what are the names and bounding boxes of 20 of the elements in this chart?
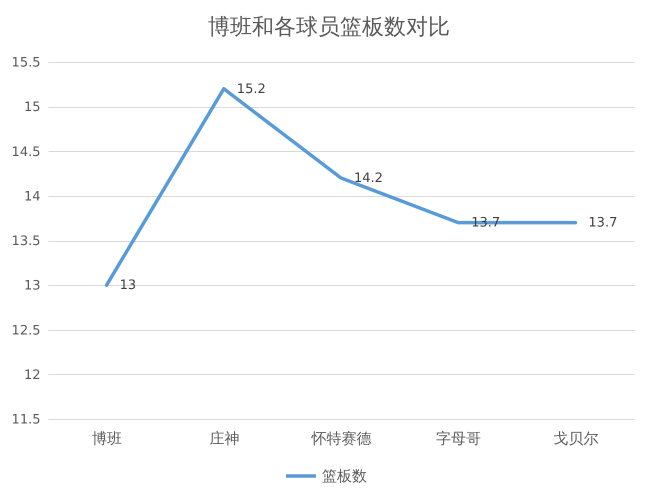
y-tick-label: 12 bbox=[24, 368, 40, 383]
x-tick-label: 博班 bbox=[92, 430, 122, 448]
chart-title: 博班和各球员篮板数对比 bbox=[208, 15, 450, 40]
y-tick-label: 15.5 bbox=[12, 56, 40, 70]
y-tick-label: 12.5 bbox=[12, 323, 40, 338]
y-tick-label: 15 bbox=[24, 100, 40, 116]
y-tick-label: 13 bbox=[24, 278, 40, 294]
data-label: 13.7 bbox=[588, 216, 618, 231]
y-tick-label: 13.5 bbox=[12, 234, 40, 249]
x-tick-label: 庄神 bbox=[209, 430, 240, 448]
data-label: 15.2 bbox=[236, 82, 266, 97]
y-tick-label: 14.5 bbox=[12, 144, 40, 160]
legend-label: 篮板数 bbox=[322, 467, 367, 485]
data-label: 13 bbox=[120, 278, 136, 294]
y-tick-label: 14 bbox=[24, 189, 40, 204]
x-tick-label: 怀特赛德 bbox=[310, 430, 372, 448]
x-tick-label: 戈贝尔 bbox=[553, 430, 598, 448]
y-tick-label: 11.5 bbox=[12, 412, 40, 428]
data-label: 14.2 bbox=[354, 171, 383, 186]
x-tick-label: 字母哥 bbox=[436, 430, 482, 448]
